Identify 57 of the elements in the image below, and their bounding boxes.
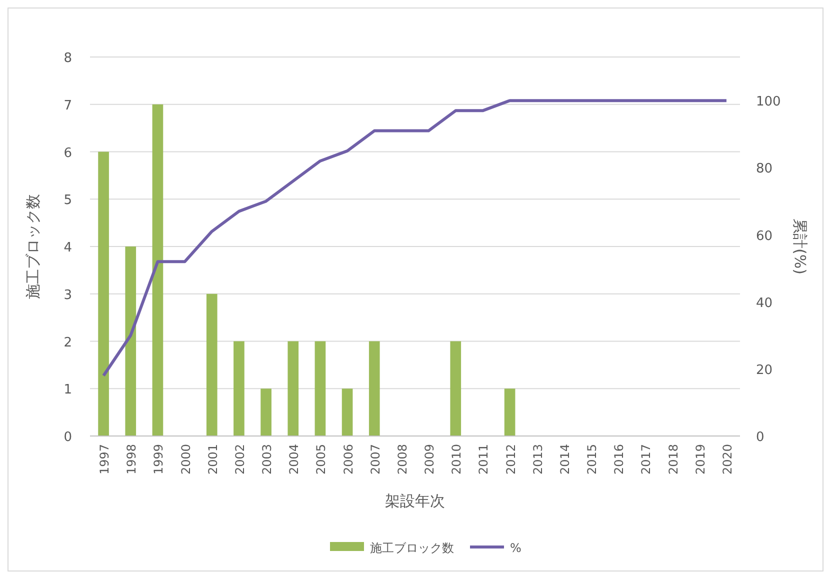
- y-tick-label: 2: [64, 335, 72, 350]
- bar: [504, 388, 516, 436]
- bar: [342, 388, 353, 436]
- x-tick-label: 2010: [450, 444, 464, 475]
- y-tick-label: 8: [64, 51, 72, 66]
- x-tick-label: 2016: [612, 444, 626, 475]
- y-tick-label: 1: [64, 382, 72, 398]
- y-axis-title: 施工ブロック数: [24, 194, 42, 299]
- legend-label: %: [510, 541, 522, 555]
- x-tick-label: 1998: [124, 444, 139, 475]
- bar: [288, 341, 299, 436]
- bar: [125, 246, 136, 436]
- y-tick-label: 7: [64, 98, 72, 114]
- x-tick-label: 1999: [152, 444, 166, 475]
- x-tick-label: 2009: [422, 444, 437, 475]
- bar: [368, 341, 380, 436]
- x-tick-label: 2015: [585, 444, 600, 475]
- x-tick-label: 2018: [666, 444, 680, 475]
- bar: [314, 341, 326, 436]
- x-tick-label: 2002: [232, 444, 247, 475]
- y2-tick-label: 0: [756, 430, 764, 445]
- x-axis-title: 架設年次: [385, 492, 445, 510]
- bar: [234, 341, 244, 436]
- x-tick-label: 2004: [287, 444, 302, 475]
- x-tick-label: 2003: [260, 444, 274, 475]
- y2-tick-label: 60: [756, 228, 773, 244]
- y2-tick-label: 100: [756, 94, 781, 110]
- x-tick-label: 2012: [504, 444, 518, 475]
- y2-tick-label: 20: [756, 362, 773, 378]
- y-tick-label: 4: [64, 240, 72, 256]
- x-tick-label: 2014: [558, 444, 572, 475]
- x-tick-label: 2008: [395, 444, 410, 475]
- y-tick-label: 0: [64, 430, 72, 445]
- y2-tick-label: 80: [756, 162, 773, 177]
- line-series: [102, 99, 728, 378]
- y2-tick-label: 40: [756, 296, 773, 311]
- x-tick-label: 2020: [720, 444, 734, 475]
- y2-axis-title: 累計(%): [791, 218, 809, 274]
- x-tick-label: 2011: [476, 444, 491, 475]
- x-tick-label: 2013: [530, 444, 545, 475]
- x-tick-label: 2006: [341, 444, 356, 475]
- x-tick-label: 2005: [314, 444, 328, 475]
- x-tick-label: 2001: [206, 444, 220, 475]
- y-tick-label: 6: [64, 146, 72, 161]
- bar: [206, 294, 218, 436]
- legend-label: 施工ブロック数: [370, 541, 454, 555]
- bar: [98, 152, 109, 436]
- bar: [260, 388, 272, 436]
- x-tick-label: 1997: [98, 444, 112, 475]
- x-tick-label: 2007: [368, 444, 382, 475]
- bar: [152, 104, 164, 436]
- y-tick-label: 3: [64, 288, 72, 303]
- bar: [450, 341, 462, 436]
- x-tick-label: 2017: [639, 444, 654, 475]
- x-tick-label: 2000: [178, 444, 193, 475]
- x-tick-label: 2019: [693, 444, 708, 475]
- y-tick-label: 5: [64, 193, 72, 208]
